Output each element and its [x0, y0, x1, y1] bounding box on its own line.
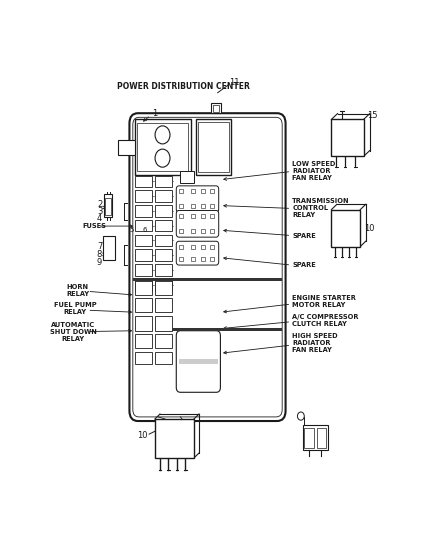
Text: 4: 4 [97, 214, 102, 223]
FancyBboxPatch shape [135, 264, 152, 276]
Text: 1: 1 [152, 109, 158, 118]
FancyBboxPatch shape [135, 298, 152, 312]
FancyBboxPatch shape [332, 119, 364, 156]
FancyBboxPatch shape [135, 205, 152, 216]
FancyBboxPatch shape [155, 317, 172, 330]
Text: AUTOMATIC
SHUT DOWN
RELAY: AUTOMATIC SHUT DOWN RELAY [50, 321, 97, 342]
FancyBboxPatch shape [135, 279, 152, 290]
Text: 10: 10 [137, 431, 148, 440]
Text: 5: 5 [130, 227, 134, 233]
FancyBboxPatch shape [155, 235, 172, 246]
FancyBboxPatch shape [155, 281, 172, 295]
FancyBboxPatch shape [103, 236, 115, 260]
FancyBboxPatch shape [135, 235, 152, 246]
Text: FUEL PUMP
RELAY: FUEL PUMP RELAY [54, 302, 96, 316]
Text: FUSES: FUSES [82, 223, 106, 229]
Text: 11: 11 [230, 78, 240, 87]
Text: 13: 13 [312, 440, 323, 449]
FancyBboxPatch shape [180, 171, 194, 183]
Text: 9: 9 [97, 258, 102, 267]
FancyBboxPatch shape [135, 220, 152, 231]
Text: 2: 2 [97, 200, 102, 209]
Text: A/C COMPRESSOR
CLUTCH RELAY: A/C COMPRESSOR CLUTCH RELAY [293, 314, 359, 327]
FancyBboxPatch shape [172, 328, 282, 330]
FancyBboxPatch shape [134, 119, 191, 175]
FancyBboxPatch shape [179, 359, 218, 364]
Text: SPARE: SPARE [293, 262, 316, 268]
FancyBboxPatch shape [118, 140, 134, 156]
FancyBboxPatch shape [133, 278, 282, 281]
Text: ENGINE STARTER
MOTOR RELAY: ENGINE STARTER MOTOR RELAY [293, 295, 356, 309]
FancyBboxPatch shape [176, 186, 219, 213]
Text: 7: 7 [97, 242, 102, 251]
FancyBboxPatch shape [155, 334, 172, 348]
Text: 3: 3 [97, 207, 102, 216]
FancyBboxPatch shape [155, 419, 194, 458]
FancyBboxPatch shape [155, 298, 172, 312]
Text: HORN
RELAY: HORN RELAY [66, 284, 89, 296]
FancyBboxPatch shape [155, 264, 172, 276]
FancyBboxPatch shape [155, 175, 172, 187]
Circle shape [297, 412, 304, 420]
FancyBboxPatch shape [155, 205, 172, 216]
FancyBboxPatch shape [332, 209, 360, 247]
Circle shape [155, 126, 170, 144]
Text: 10: 10 [364, 224, 375, 232]
FancyBboxPatch shape [135, 281, 152, 295]
FancyBboxPatch shape [155, 190, 172, 202]
FancyBboxPatch shape [135, 317, 152, 330]
FancyBboxPatch shape [303, 425, 328, 450]
FancyBboxPatch shape [135, 352, 152, 365]
FancyBboxPatch shape [176, 211, 219, 237]
Text: 8: 8 [97, 250, 102, 259]
FancyBboxPatch shape [155, 352, 172, 365]
Text: POWER DISTRIBUTION CENTER: POWER DISTRIBUTION CENTER [117, 82, 250, 91]
Text: 6: 6 [142, 227, 147, 233]
FancyBboxPatch shape [155, 249, 172, 261]
Text: TRANSMISSION
CONTROL
RELAY: TRANSMISSION CONTROL RELAY [293, 198, 350, 219]
Text: LOW SPEED
RADIATOR
FAN RELAY: LOW SPEED RADIATOR FAN RELAY [293, 160, 336, 181]
FancyBboxPatch shape [135, 175, 152, 187]
FancyBboxPatch shape [135, 334, 152, 348]
FancyBboxPatch shape [155, 279, 172, 290]
FancyBboxPatch shape [176, 330, 220, 392]
FancyBboxPatch shape [196, 119, 231, 175]
Text: SPARE: SPARE [293, 232, 316, 238]
FancyBboxPatch shape [211, 103, 221, 113]
Text: HIGH SPEED
RADIATOR
FAN RELAY: HIGH SPEED RADIATOR FAN RELAY [293, 333, 338, 353]
FancyBboxPatch shape [135, 249, 152, 261]
FancyBboxPatch shape [130, 113, 286, 421]
FancyBboxPatch shape [176, 241, 219, 265]
Circle shape [155, 149, 170, 167]
FancyBboxPatch shape [135, 190, 152, 202]
FancyBboxPatch shape [155, 220, 172, 231]
Text: 15: 15 [367, 111, 378, 120]
FancyBboxPatch shape [104, 195, 113, 217]
